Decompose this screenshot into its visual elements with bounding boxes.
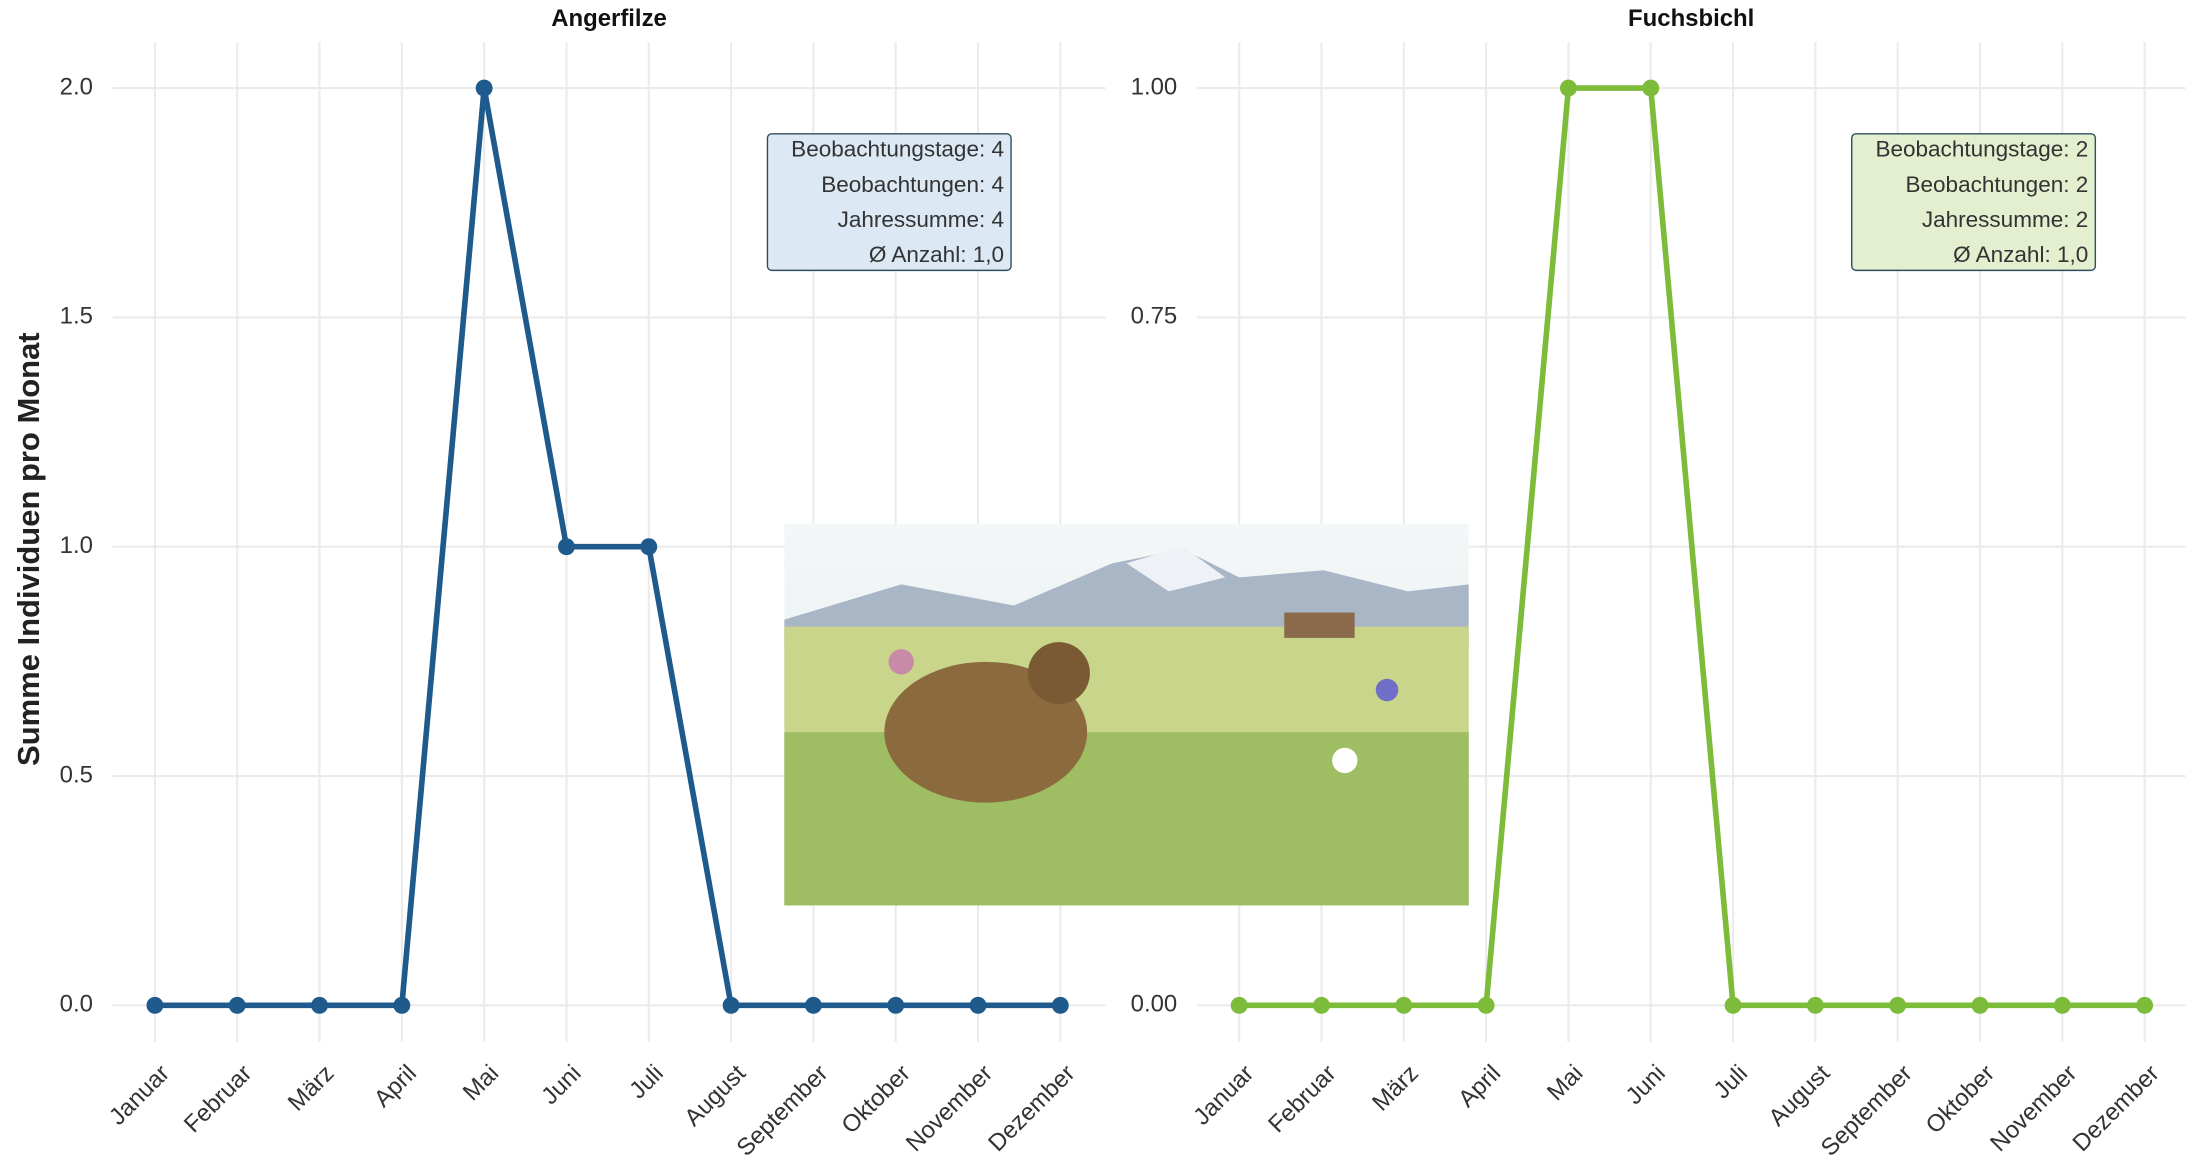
annotation-text: Beobachtungstage: 4	[791, 137, 1004, 162]
x-tick-label: Mai	[1542, 1060, 1588, 1106]
grass	[784, 732, 1469, 906]
farmhouse	[1284, 612, 1355, 638]
point	[1806, 996, 1824, 1014]
x-tick-label: Januar	[1188, 1060, 1259, 1131]
point	[228, 996, 246, 1014]
annotation-text: Beobachtungen: 2	[1905, 172, 2088, 197]
x-tick-label: Juli	[624, 1060, 668, 1104]
point	[1313, 996, 1330, 1014]
x-tick-label: Oktober	[836, 1060, 915, 1139]
annotation-text: Jahressumme: 2	[1922, 207, 2088, 232]
y-tick-label: 0.5	[60, 761, 93, 788]
x-tick-label: Juni	[1621, 1060, 1671, 1110]
y-tick-label: 1.00	[1131, 73, 1178, 100]
line	[1239, 85, 2145, 1009]
point	[1559, 79, 1577, 97]
point	[146, 996, 164, 1014]
x-tick-label: August	[1764, 1060, 1836, 1132]
x-tick-label: Januar	[104, 1060, 175, 1131]
x-tick-label: Februar	[179, 1060, 257, 1138]
x-tick-label: Februar	[1263, 1060, 1341, 1138]
point	[2053, 996, 2071, 1014]
point	[1477, 996, 1495, 1014]
point	[969, 996, 987, 1014]
x-tick-label: Mai	[458, 1060, 504, 1106]
x-tick-label: November	[1985, 1060, 2082, 1157]
x-tick-label: August	[679, 1060, 751, 1132]
point	[722, 996, 740, 1014]
annotation-box	[1851, 133, 2097, 272]
quail-body	[884, 661, 1088, 803]
flower	[1332, 747, 1358, 774]
point	[475, 79, 493, 97]
y-tick-label: 0.0	[60, 991, 93, 1018]
x-tick-label: März	[283, 1060, 340, 1117]
point	[1971, 996, 1989, 1014]
snow	[1126, 546, 1226, 592]
point	[887, 996, 905, 1014]
annotation-box	[766, 133, 1012, 272]
annotation-text: Ø Anzahl: 1,0	[1953, 242, 2088, 267]
y-tick-label: 0.75	[1131, 303, 1178, 330]
x-tick-label: Juni	[536, 1060, 586, 1110]
point	[1230, 996, 1248, 1014]
x-tick-label: November	[901, 1060, 998, 1157]
annotation-text: Ø Anzahl: 1,0	[869, 242, 1004, 267]
annotation-text: Jahressumme: 4	[838, 207, 1004, 232]
x-tick-label: April	[369, 1060, 422, 1113]
illustration	[784, 523, 1469, 906]
point	[640, 538, 658, 556]
point	[393, 996, 411, 1014]
chart-title: Fuchsbichl	[1628, 5, 1754, 32]
point	[558, 538, 575, 556]
chart-title: Angerfilze	[551, 5, 667, 32]
line	[154, 85, 1061, 1009]
annotation-text: Beobachtungen: 4	[821, 172, 1004, 197]
flower	[888, 649, 914, 675]
x-tick-label: April	[1453, 1060, 1506, 1113]
y-tick-label: 0.00	[1131, 991, 1178, 1018]
point	[311, 996, 328, 1014]
point	[1051, 996, 1069, 1014]
x-tick-label: Dezember	[2067, 1060, 2164, 1157]
x-tick-label: März	[1367, 1060, 1424, 1117]
y-tick-label: 1.5	[60, 303, 93, 330]
y-tick-label: 1.0	[60, 532, 93, 559]
point	[1724, 996, 1742, 1014]
point	[1395, 996, 1413, 1014]
point	[1642, 79, 1660, 97]
point	[1889, 996, 1907, 1014]
flower	[1375, 678, 1399, 702]
x-tick-label: Dezember	[983, 1060, 1080, 1157]
point	[2136, 996, 2154, 1014]
y-axis-label: Summe Individuen pro Monat	[11, 332, 46, 766]
x-tick-label: Juli	[1709, 1060, 1753, 1104]
quail-head	[1027, 642, 1090, 705]
x-tick-label: Oktober	[1921, 1060, 2000, 1139]
y-tick-label: 2.0	[60, 73, 93, 100]
point	[804, 996, 822, 1014]
annotation-text: Beobachtungstage: 2	[1875, 137, 2088, 162]
